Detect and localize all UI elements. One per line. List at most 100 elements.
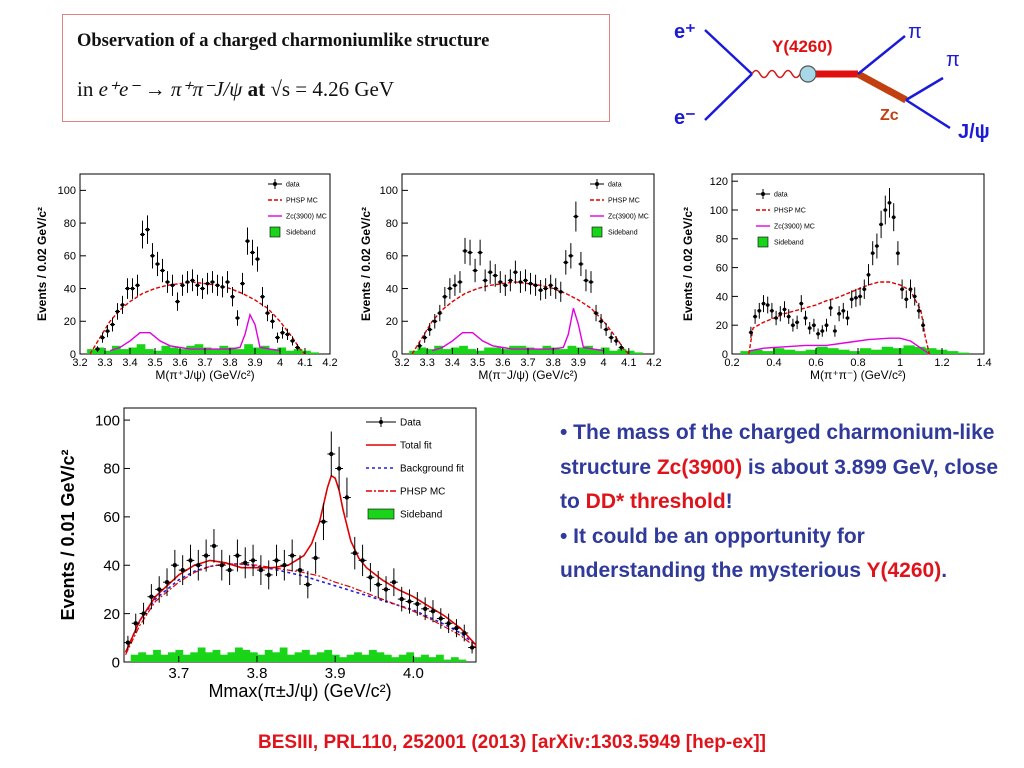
data-marker bbox=[619, 345, 623, 350]
data-marker bbox=[368, 575, 373, 580]
data-marker bbox=[503, 283, 508, 288]
data-marker bbox=[443, 294, 447, 299]
sideband-bar bbox=[264, 649, 273, 662]
legend-label: Zc(3900) MC bbox=[774, 224, 815, 231]
data-point bbox=[916, 302, 921, 319]
data-point bbox=[343, 477, 351, 518]
data-marker bbox=[172, 563, 177, 568]
data-marker bbox=[921, 323, 925, 327]
data-point bbox=[558, 281, 564, 302]
data-marker bbox=[799, 301, 804, 306]
data-point bbox=[358, 544, 367, 577]
sideband-bar bbox=[534, 349, 543, 354]
x-tick-label: 3.7 bbox=[520, 357, 535, 369]
data-point bbox=[447, 278, 453, 299]
data-marker bbox=[468, 250, 472, 255]
data-point bbox=[421, 597, 430, 621]
data-point bbox=[178, 555, 187, 585]
y-tick-label: 40 bbox=[716, 291, 728, 303]
x-tick-label: 4.0 bbox=[403, 665, 424, 682]
data-marker bbox=[757, 309, 762, 313]
sideband-bar bbox=[257, 654, 266, 662]
y-tick-label: 40 bbox=[64, 283, 76, 295]
data-marker bbox=[200, 286, 205, 291]
data-marker bbox=[225, 280, 230, 284]
sideband-bar bbox=[287, 654, 295, 662]
data-marker bbox=[196, 563, 201, 568]
data-marker bbox=[908, 287, 913, 291]
data-marker bbox=[120, 303, 125, 307]
sideband-bar bbox=[169, 347, 179, 354]
data-point bbox=[225, 555, 234, 585]
y-tick-label: 60 bbox=[716, 263, 728, 275]
data-point bbox=[866, 264, 871, 286]
y-tick-label: 100 bbox=[710, 205, 728, 217]
data-marker bbox=[297, 567, 303, 573]
x-tick-label: 4 bbox=[601, 357, 607, 369]
data-point bbox=[170, 549, 179, 581]
data-marker bbox=[285, 332, 290, 337]
sideband-bar bbox=[346, 654, 355, 662]
data-point bbox=[853, 288, 858, 307]
y-tick-label: 80 bbox=[103, 461, 120, 478]
sideband-bar bbox=[428, 657, 437, 662]
data-marker bbox=[533, 283, 538, 288]
data-point bbox=[429, 600, 437, 623]
data-point bbox=[110, 317, 115, 332]
sideband-bar bbox=[145, 349, 154, 354]
jpsi-label: J/ψ bbox=[958, 121, 990, 143]
data-point bbox=[147, 584, 156, 610]
data-point bbox=[828, 299, 833, 317]
data-marker bbox=[493, 273, 497, 278]
data-marker bbox=[352, 550, 357, 556]
x-tick-label: 3.8 bbox=[247, 665, 268, 682]
x-tick-label: 4.1 bbox=[297, 357, 312, 369]
data-point bbox=[502, 274, 508, 296]
sideband-bar bbox=[459, 345, 468, 354]
sideband-bar bbox=[130, 654, 139, 662]
data-point bbox=[290, 336, 295, 346]
plot-frame bbox=[79, 173, 331, 355]
data-marker bbox=[141, 611, 146, 616]
data-marker bbox=[235, 553, 240, 558]
data-point bbox=[523, 269, 528, 292]
plot-frame bbox=[123, 407, 477, 663]
sideband-bar bbox=[95, 347, 105, 354]
data-marker bbox=[155, 262, 160, 266]
legend-sideband-swatch bbox=[757, 236, 769, 248]
y-tick-label: 0 bbox=[392, 349, 398, 361]
data-point bbox=[837, 306, 842, 322]
data-point bbox=[249, 544, 257, 577]
data-point bbox=[217, 549, 226, 581]
data-marker bbox=[870, 251, 875, 255]
sideband-bar bbox=[302, 649, 310, 662]
sideband-bar bbox=[434, 345, 443, 354]
data-point bbox=[820, 325, 825, 337]
y-tick-label: 80 bbox=[64, 218, 76, 230]
data-marker bbox=[469, 645, 475, 650]
data-point bbox=[374, 570, 383, 599]
data-marker bbox=[917, 309, 921, 313]
x-tick-label: 3.4 bbox=[122, 357, 137, 369]
sideband-bar bbox=[450, 347, 460, 354]
data-marker bbox=[149, 594, 154, 599]
x-tick-label: 3.8 bbox=[546, 357, 561, 369]
sideband-bar bbox=[783, 349, 796, 354]
sideband-bar bbox=[592, 349, 602, 354]
data-point bbox=[824, 318, 829, 332]
data-point bbox=[185, 271, 190, 293]
y-tick-label: 40 bbox=[386, 283, 398, 295]
legend-label: Zc(3900) MC bbox=[286, 214, 327, 221]
vertex-blob bbox=[799, 65, 817, 83]
data-point bbox=[790, 318, 795, 332]
data-marker bbox=[215, 283, 220, 288]
data-point bbox=[748, 326, 753, 338]
sideband-bar bbox=[244, 344, 253, 354]
data-point bbox=[311, 542, 320, 574]
sideband-bar bbox=[310, 352, 319, 354]
pion-line-2 bbox=[905, 76, 944, 102]
data-marker bbox=[305, 582, 310, 587]
sideband-bar bbox=[751, 349, 763, 354]
sideband-bar bbox=[838, 349, 850, 354]
data-marker bbox=[274, 558, 279, 563]
